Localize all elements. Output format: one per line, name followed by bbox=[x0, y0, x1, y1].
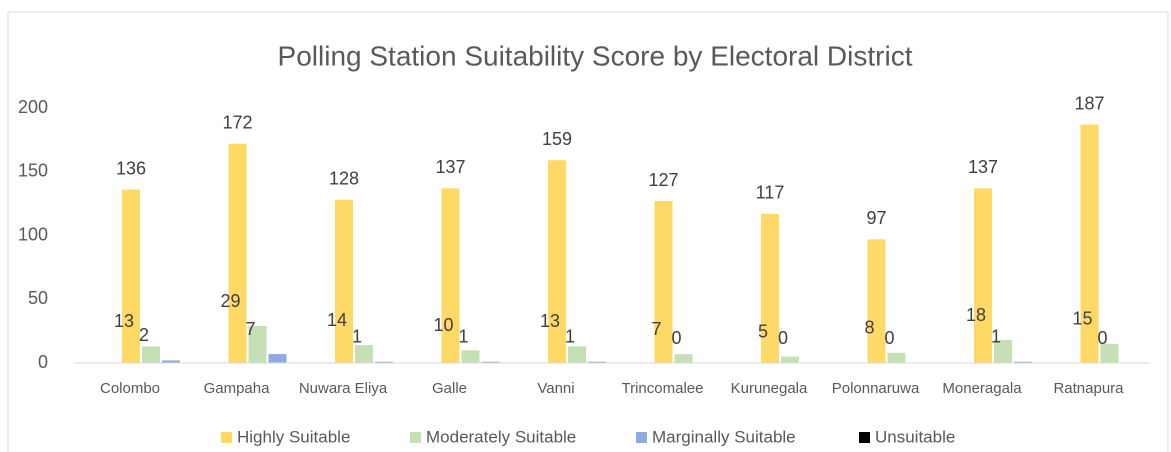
legend-swatch bbox=[859, 432, 870, 443]
data-label: 1 bbox=[352, 326, 362, 346]
bar bbox=[548, 160, 566, 363]
bar bbox=[654, 201, 673, 363]
bar bbox=[761, 213, 779, 363]
data-label: 172 bbox=[222, 112, 252, 132]
data-label: 136 bbox=[116, 158, 146, 178]
legend-label: Marginally Suitable bbox=[652, 427, 796, 446]
data-label: 137 bbox=[968, 157, 998, 177]
y-tick-label: 100 bbox=[18, 224, 48, 244]
y-tick-label: 50 bbox=[28, 288, 48, 308]
bar bbox=[1100, 343, 1119, 363]
data-label: 5 bbox=[758, 321, 768, 341]
bar bbox=[481, 361, 500, 363]
bar bbox=[1014, 361, 1032, 363]
data-label: 29 bbox=[220, 291, 240, 311]
bar bbox=[867, 239, 886, 363]
bar bbox=[974, 188, 992, 363]
bar bbox=[228, 143, 247, 363]
legend-swatch bbox=[221, 432, 232, 443]
bar bbox=[568, 346, 586, 363]
bar bbox=[355, 345, 373, 363]
x-tick-label: Galle bbox=[432, 380, 467, 397]
data-label: 1 bbox=[991, 326, 1001, 346]
x-tick-label: Vanni bbox=[537, 380, 574, 397]
y-tick-label: 200 bbox=[18, 97, 48, 117]
data-label: 187 bbox=[1074, 93, 1104, 113]
bar bbox=[461, 350, 480, 363]
x-tick-label: Moneragala bbox=[942, 380, 1022, 397]
bar bbox=[248, 326, 267, 363]
data-label: 2 bbox=[139, 325, 149, 345]
data-label: 0 bbox=[1097, 328, 1107, 348]
bar bbox=[588, 361, 606, 363]
data-label: 13 bbox=[540, 311, 560, 331]
data-label: 7 bbox=[651, 319, 661, 339]
bar bbox=[781, 356, 799, 363]
x-tick-label: Nuwara Eliya bbox=[299, 380, 388, 397]
data-label: 7 bbox=[245, 319, 255, 339]
data-label: 127 bbox=[648, 170, 678, 190]
x-tick-label: Ratnapura bbox=[1053, 380, 1124, 397]
bar bbox=[142, 346, 160, 363]
data-label: 10 bbox=[433, 315, 453, 335]
data-label: 137 bbox=[435, 157, 465, 177]
data-label: 0 bbox=[778, 328, 788, 348]
data-label: 117 bbox=[756, 183, 785, 203]
legend-label: Unsuitable bbox=[875, 427, 955, 446]
x-tick-label: Polonnaruwa bbox=[832, 380, 920, 397]
data-label: 159 bbox=[542, 129, 572, 149]
bar bbox=[887, 352, 906, 363]
data-label: 8 bbox=[864, 318, 874, 338]
bar bbox=[674, 354, 693, 363]
y-tick-label: 0 bbox=[38, 352, 48, 372]
data-label: 0 bbox=[884, 328, 894, 348]
x-tick-label: Kurunegala bbox=[731, 380, 808, 397]
bar bbox=[335, 199, 353, 363]
data-label: 128 bbox=[329, 169, 359, 189]
x-tick-label: Gampaha bbox=[204, 380, 271, 397]
data-label: 0 bbox=[671, 328, 681, 348]
bar bbox=[162, 360, 180, 363]
bar bbox=[1080, 124, 1099, 363]
legend-swatch bbox=[410, 432, 421, 443]
y-tick-label: 150 bbox=[18, 161, 48, 181]
bar bbox=[268, 354, 287, 363]
data-label: 18 bbox=[966, 305, 986, 325]
data-label: 14 bbox=[327, 310, 347, 330]
bar bbox=[375, 361, 393, 363]
data-label: 1 bbox=[565, 326, 575, 346]
bar bbox=[122, 189, 140, 363]
data-label: 15 bbox=[1072, 309, 1092, 329]
x-tick-label: Colombo bbox=[100, 380, 160, 397]
data-label: 97 bbox=[866, 208, 886, 228]
bar bbox=[994, 340, 1012, 363]
chart-title: Polling Station Suitability Score by Ele… bbox=[278, 40, 913, 71]
x-tick-label: Trincomalee bbox=[622, 380, 704, 397]
legend-label: Highly Suitable bbox=[237, 427, 350, 446]
chart-frame bbox=[7, 11, 1169, 452]
data-label: 1 bbox=[458, 326, 468, 346]
legend-swatch bbox=[636, 432, 647, 443]
legend-label: Moderately Suitable bbox=[426, 427, 576, 446]
bar bbox=[441, 188, 460, 363]
data-label: 13 bbox=[114, 311, 134, 331]
